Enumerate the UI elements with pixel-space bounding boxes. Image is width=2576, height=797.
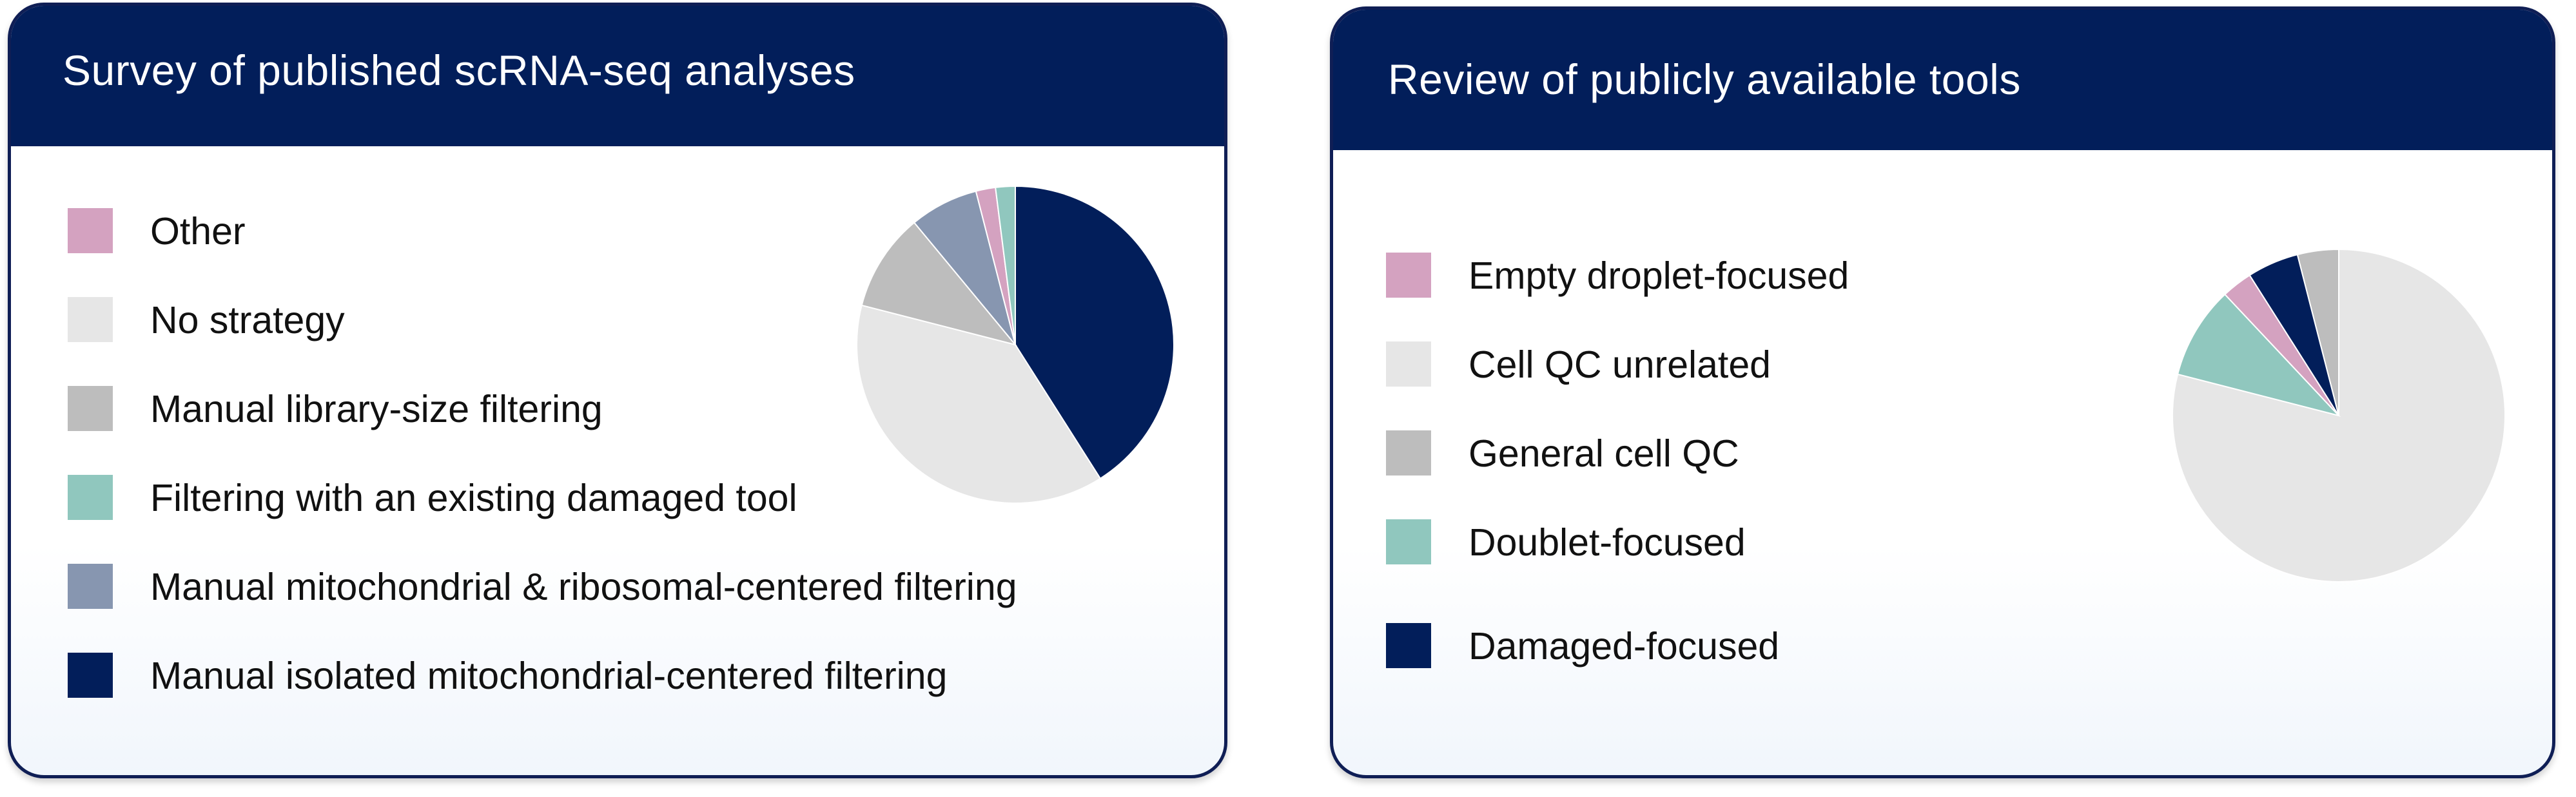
tools-panel-title: Review of publicly available tools [1388,55,2021,103]
survey-panel-header: Survey of published scRNA-seq analyses [11,6,1224,146]
tools-panel: Review of publicly available tools Empty… [1330,6,2555,778]
survey-pie-chart [856,185,1175,504]
pie-slice-filtering-with-an-existing-damaged-tool [995,185,1016,345]
pie-slice-general-cell-qc [2296,248,2339,416]
legend-label-other: Other [150,210,246,253]
legend-label-isolated-mito: Manual isolated mitochondrial-centered f… [150,655,948,697]
pie-slice-manual-library-size-filtering [861,222,1017,346]
survey-panel: Survey of published scRNA-seq analyses O… [8,3,1227,778]
legend-swatch-library-size [68,386,113,431]
legend-swatch-existing-tool [68,475,113,520]
legend-label-existing-tool: Filtering with an existing damaged tool [150,477,797,519]
pie-slice-no-strategy [856,304,1102,504]
legend-label-no-strategy: No strategy [150,299,345,341]
pie-slice-manual-mitochondrial-ribosomal-centered-filtering [913,190,1016,345]
legend-swatch-isolated-mito [68,653,113,698]
survey-panel-title: Survey of published scRNA-seq analyses [63,46,855,94]
legend-swatch-empty-droplet [1386,253,1431,298]
tools-panel-header: Review of publicly available tools [1333,10,2552,150]
legend-swatch-general-qc [1386,430,1431,475]
legend-swatch-no-strategy [68,297,113,342]
legend-swatch-mito-ribo [68,564,113,609]
legend-label-empty-droplet: Empty droplet-focused [1469,254,1849,297]
legend-swatch-damaged [1386,623,1431,668]
pie-slice-manual-isolated-mitochondrial-centered-filtering [1015,185,1175,480]
pie-slice-doublet-focused [2176,293,2341,417]
legend-label-mito-ribo: Manual mitochondrial & ribosomal-centere… [150,566,1017,608]
tools-pie-chart [2172,248,2506,582]
legend-swatch-doublet [1386,519,1431,564]
legend-label-general-qc: General cell QC [1469,432,1739,475]
legend-label-qc-unrelated: Cell QC unrelated [1469,343,1771,386]
pie-slice-cell-qc-unrelated [2172,248,2506,582]
legend-label-doublet: Doublet-focused [1469,521,1746,564]
legend-swatch-qc-unrelated [1386,341,1431,387]
legend-label-library-size: Manual library-size filtering [150,388,603,430]
legend-swatch-other [68,208,113,253]
legend-label-damaged: Damaged-focused [1469,625,1780,667]
